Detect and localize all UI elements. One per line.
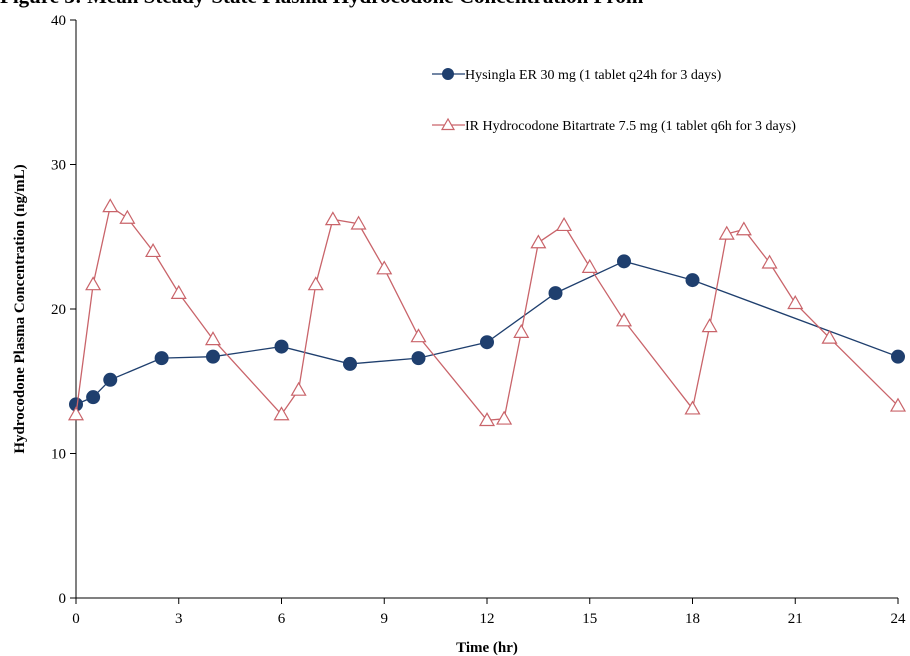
legend: Hysingla ER 30 mg (1 tablet q24h for 3 d… [432, 68, 796, 134]
x-tick-label: 6 [278, 611, 286, 627]
x-tick-label: 24 [891, 611, 907, 627]
data-point-triangle [273, 406, 290, 421]
series-2 [67, 198, 907, 427]
x-tick-label: 3 [175, 611, 183, 627]
data-point-circle [480, 335, 494, 350]
data-point-circle [86, 390, 101, 405]
legend-item: Hysingla ER 30 mg (1 tablet q24h for 3 d… [432, 68, 722, 83]
legend-item: IR Hydrocodone Bitartrate 7.5 mg (1 tabl… [432, 117, 796, 134]
data-point-circle [617, 254, 631, 269]
x-tick-label: 9 [381, 611, 389, 627]
data-point-triangle [307, 276, 324, 291]
data-point-triangle [581, 258, 598, 273]
y-tick-label: 30 [51, 158, 66, 174]
legend-label: IR Hydrocodone Bitartrate 7.5 mg (1 tabl… [465, 119, 796, 134]
chart-title: Figure 3: Mean Steady-State Plasma Hydro… [0, 0, 644, 8]
data-point-triangle [761, 254, 778, 269]
data-point-triangle [170, 284, 187, 299]
y-tick-label: 40 [51, 13, 66, 29]
x-tick-label: 18 [685, 611, 700, 627]
series-1 [69, 254, 905, 412]
data-point-circle [411, 351, 426, 366]
data-point-triangle [119, 209, 136, 224]
data-point-triangle [145, 242, 162, 258]
data-point-triangle [556, 216, 573, 232]
axes: 0 10 20 30 40 0 3 6 9 12 15 18 21 24 [51, 13, 906, 627]
data-point-circle [103, 372, 118, 387]
data-point-triangle [85, 276, 102, 291]
data-point-triangle [718, 225, 735, 240]
data-point-triangle [350, 215, 367, 230]
series-line [75, 205, 899, 421]
data-point-triangle [376, 260, 393, 275]
data-point-triangle [324, 211, 341, 226]
data-point-triangle [496, 410, 513, 425]
y-tick-label: 20 [51, 302, 66, 318]
legend-label: Hysingla ER 30 mg (1 tablet q24h for 3 d… [465, 68, 722, 83]
x-axis-label: Time (hr) [456, 640, 518, 656]
x-tick-label: 12 [480, 611, 495, 627]
data-point-triangle [67, 406, 85, 421]
y-axis-label: Hydrocodone Plasma Concentration (ng/mL) [12, 164, 28, 453]
data-point-circle [206, 349, 220, 364]
data-point-triangle [701, 318, 718, 333]
data-point-circle [685, 273, 700, 288]
data-point-triangle [102, 198, 119, 213]
data-point-triangle [787, 295, 804, 310]
data-point-triangle [530, 234, 547, 249]
legend-marker-circle [442, 68, 454, 80]
data-point-circle [891, 349, 905, 364]
legend-marker-triangle [440, 117, 456, 131]
data-point-triangle [889, 397, 907, 412]
x-tick-label: 0 [72, 611, 80, 627]
y-tick-label: 10 [51, 447, 66, 463]
data-point-triangle [821, 329, 838, 344]
data-point-triangle [615, 312, 633, 327]
data-point-circle [274, 339, 289, 354]
data-point-circle [154, 351, 169, 366]
x-tick-label: 15 [582, 611, 597, 627]
data-point-triangle [410, 328, 427, 343]
y-tick-label: 0 [59, 591, 67, 607]
data-point-triangle [735, 221, 752, 236]
data-point-circle [548, 286, 563, 301]
series-layer [67, 198, 907, 427]
data-point-triangle [478, 412, 496, 427]
series-line [75, 260, 899, 405]
data-point-triangle [684, 400, 701, 415]
x-tick-label: 21 [788, 611, 803, 627]
data-point-triangle [204, 331, 222, 346]
data-point-triangle [513, 323, 530, 338]
data-point-circle [343, 356, 357, 371]
data-point-triangle [290, 381, 307, 396]
